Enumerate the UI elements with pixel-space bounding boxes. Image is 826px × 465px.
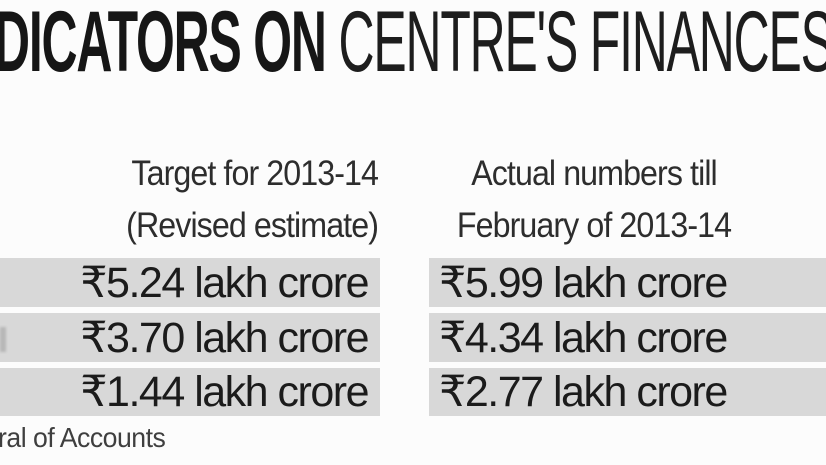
column-header-actual-line2: February of 2013-14 (456, 206, 732, 245)
table-cell-row1-target: ₹5.24 lakh crore (0, 258, 380, 307)
column-header-actual: Actual numbers till February of 2013-14 (436, 148, 752, 252)
chart-title-light-part: CENTRE'S FINANCES (325, 0, 826, 90)
table-cell-row1-actual: ₹5.99 lakh crore (429, 258, 826, 307)
table-cell-row3-target: ₹1.44 lakh crore (0, 368, 380, 416)
value-row3-target: ₹1.44 lakh crore (80, 368, 369, 416)
column-header-target-line2: (Revised estimate) (126, 206, 379, 245)
source-note: ral of Accounts (0, 422, 166, 453)
cropped-label-remnant (0, 327, 6, 352)
table-cell-row2-actual: ₹4.34 lakh crore (429, 313, 826, 362)
column-header-target: Target for 2013-14 (Revised estimate) (30, 148, 379, 252)
chart-title-bold-part: DICATORS ON (0, 0, 327, 90)
chart-title-text: DICATORS ON CENTRE'S FINANCES (0, 0, 826, 88)
table-cell-row3-actual: ₹2.77 lakh crore (429, 368, 826, 416)
column-header-target-line1: Target for 2013-14 (131, 154, 378, 193)
table-cell-row2-target: ₹3.70 lakh crore (0, 313, 380, 362)
value-row1-target: ₹5.24 lakh crore (80, 258, 369, 307)
value-row3-actual: ₹2.77 lakh crore (439, 368, 728, 416)
value-row1-actual: ₹5.99 lakh crore (439, 258, 728, 307)
value-row2-actual: ₹4.34 lakh crore (439, 313, 728, 362)
chart-title: DICATORS ON CENTRE'S FINANCES (0, 0, 826, 88)
value-row2-target: ₹3.70 lakh crore (80, 313, 369, 362)
column-header-actual-line1: Actual numbers till (471, 154, 718, 193)
